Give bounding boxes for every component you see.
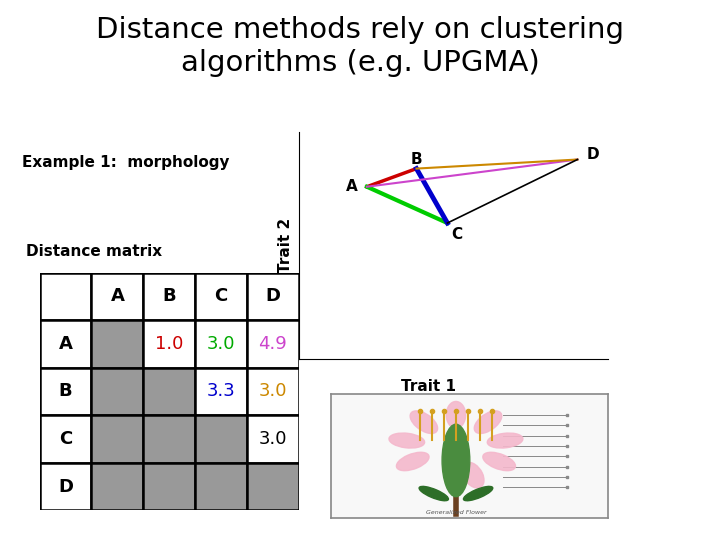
Bar (195, 463, 247, 510)
Text: D: D (266, 287, 280, 306)
Text: C: C (215, 287, 228, 306)
Bar (247, 273, 299, 320)
Text: C: C (451, 227, 462, 242)
Bar (40, 463, 91, 510)
Ellipse shape (446, 401, 466, 428)
Bar (143, 463, 195, 510)
Text: B: B (59, 382, 72, 401)
Text: C: C (59, 430, 72, 448)
Ellipse shape (419, 487, 449, 501)
Text: Trait 1: Trait 1 (401, 379, 456, 394)
Bar (247, 320, 299, 368)
Text: B: B (163, 287, 176, 306)
Text: B: B (410, 152, 422, 167)
Bar (143, 320, 195, 368)
Bar (40, 415, 91, 463)
Text: A: A (110, 287, 125, 306)
Ellipse shape (462, 462, 484, 488)
Bar (195, 368, 247, 415)
Text: Distance matrix: Distance matrix (25, 244, 162, 259)
Bar (91, 368, 143, 415)
Text: 1.0: 1.0 (155, 335, 184, 353)
Ellipse shape (442, 424, 470, 497)
Bar (91, 320, 143, 368)
Ellipse shape (464, 487, 492, 501)
Text: Example 1:  morphology: Example 1: morphology (22, 154, 229, 170)
Text: A: A (58, 335, 73, 353)
Text: 3.3: 3.3 (207, 382, 235, 401)
Bar (40, 273, 91, 320)
Bar (40, 320, 91, 368)
Text: 3.0: 3.0 (258, 382, 287, 401)
Text: D: D (587, 147, 599, 163)
Bar (91, 415, 143, 463)
Bar (247, 368, 299, 415)
Bar (91, 463, 143, 510)
Bar (247, 415, 299, 463)
Bar (40, 368, 91, 415)
Ellipse shape (397, 453, 429, 471)
Bar (143, 415, 195, 463)
Bar (91, 273, 143, 320)
Bar (247, 463, 299, 510)
Text: 3.0: 3.0 (258, 430, 287, 448)
Text: D: D (58, 477, 73, 496)
Ellipse shape (483, 453, 516, 471)
Bar (143, 368, 195, 415)
Y-axis label: Trait 2: Trait 2 (278, 218, 293, 273)
Text: 4.9: 4.9 (258, 335, 287, 353)
Bar (143, 273, 195, 320)
Ellipse shape (474, 411, 502, 434)
Text: A: A (346, 179, 357, 194)
Ellipse shape (487, 433, 523, 448)
Bar (195, 415, 247, 463)
Ellipse shape (389, 433, 425, 448)
Bar (195, 320, 247, 368)
Text: Distance methods rely on clustering
algorithms (e.g. UPGMA): Distance methods rely on clustering algo… (96, 16, 624, 77)
Ellipse shape (410, 411, 438, 434)
Text: Generalized Flower: Generalized Flower (426, 510, 486, 515)
Text: 3.0: 3.0 (207, 335, 235, 353)
Bar (195, 273, 247, 320)
